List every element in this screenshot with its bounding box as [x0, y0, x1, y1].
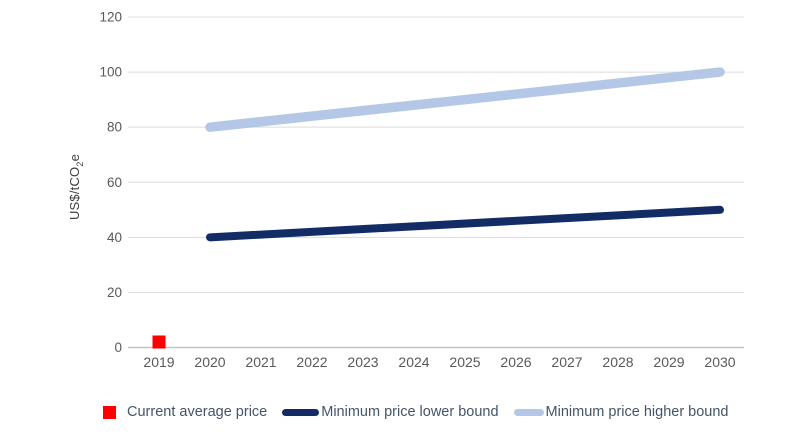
y-tick-label: 60 — [107, 175, 122, 190]
legend-line-swatch-icon — [282, 408, 320, 416]
x-tick-label: 2028 — [602, 354, 633, 370]
y-axis-title: US$/tCO2e — [67, 154, 85, 220]
series-line-minimum-price-higher-bound — [205, 67, 725, 132]
x-tick-label: 2024 — [398, 354, 429, 370]
legend-item-minimum-price-higher-bound: Minimum price higher bound — [513, 404, 729, 420]
x-tick-label: 2025 — [449, 354, 480, 370]
y-tick-label: 80 — [107, 120, 122, 135]
legend-line-swatch-icon — [513, 408, 544, 416]
series-line-minimum-price-lower-bound — [206, 205, 724, 242]
x-tick-label: 2019 — [143, 354, 174, 370]
legend-square-swatch-icon — [103, 405, 116, 419]
x-tick-label: 2022 — [296, 354, 327, 370]
y-tick-label: 120 — [99, 10, 122, 25]
x-tick-label: 2030 — [704, 354, 735, 370]
marker-current-average-price — [152, 335, 166, 349]
x-tick-label: 2023 — [347, 354, 378, 370]
x-tick-label: 2027 — [551, 354, 582, 370]
y-axis-title-suffix: e — [67, 153, 83, 162]
x-tick-label: 2020 — [194, 354, 225, 370]
y-tick-label: 40 — [107, 230, 122, 245]
y-tick-label: 20 — [107, 285, 122, 300]
y-tick-label: 0 — [114, 340, 122, 355]
x-tick-label: 2026 — [500, 354, 531, 370]
legend: Current average price Minimum price lowe… — [103, 401, 729, 423]
legend-label-minimum-price-lower-bound: Minimum price lower bound — [321, 404, 499, 420]
y-tick-label: 100 — [99, 65, 122, 80]
plot-area: 0 20 40 60 80 100 120 2019 2020 2021 2022 2023 2024 2… — [99, 10, 744, 370]
legend-item-minimum-price-lower-bound: Minimum price lower bound — [282, 404, 499, 420]
x-tick-label: 2029 — [653, 354, 684, 370]
legend-item-current-average-price: Current average price — [103, 404, 267, 420]
y-axis-title-subscript: 2 — [74, 161, 85, 167]
x-tick-label: 2021 — [245, 354, 276, 370]
legend-label-current-average-price: Current average price — [127, 404, 268, 420]
legend-label-minimum-price-higher-bound: Minimum price higher bound — [545, 404, 729, 420]
y-axis-title-text: US$/tCO — [67, 166, 83, 221]
